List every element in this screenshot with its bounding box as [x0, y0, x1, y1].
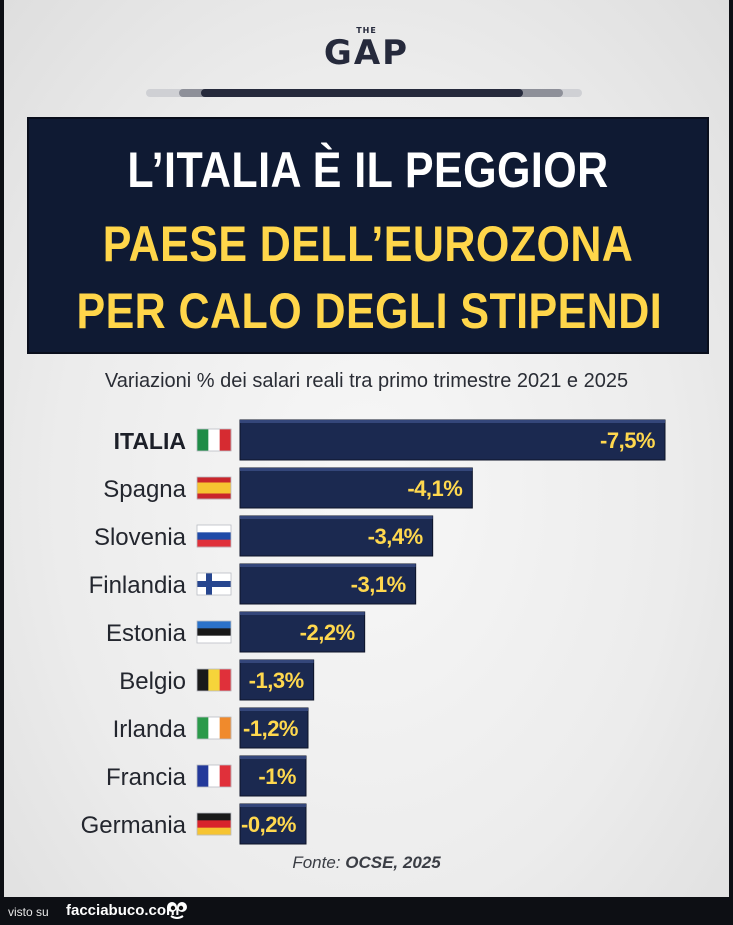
brand-logo-name: GAP [323, 33, 410, 73]
chart-subtitle: Variazioni % dei salari reali tra primo … [104, 370, 629, 392]
bar-value-label: -4,1% [407, 476, 462, 501]
bar-highlight-irlanda [240, 708, 308, 711]
flag-spain-icon [196, 476, 232, 500]
brand-rule-bar [201, 89, 523, 97]
bar-chart: -7,5% ITALIA -4,1% Spagna -3,4% Slovenia -3,1%… [81, 419, 666, 845]
flag-estonia-icon [196, 620, 232, 644]
bar-finlandia [239, 563, 417, 605]
flag-finland-icon [196, 572, 232, 596]
category-label-belgio: Belgio [119, 668, 186, 695]
flag-italy-icon [196, 428, 232, 452]
bar-highlight-italia [240, 420, 665, 423]
category-label-italia: ITALIA [114, 428, 186, 454]
bar-value-label: -2,2% [300, 620, 355, 645]
category-label-slovenia: Slovenia [94, 524, 187, 551]
flag-belgium-icon [196, 668, 232, 692]
bar-highlight-slovenia [240, 516, 433, 519]
flag-slovenia-icon [196, 524, 232, 548]
watermark-prefix: visto su [8, 905, 49, 919]
flag-france-icon [196, 764, 232, 788]
source-name: OCSE, 2025 [345, 853, 441, 872]
category-label-finlandia: Finlandia [89, 572, 187, 599]
flag-germany-icon [196, 812, 232, 836]
bar-irlanda [239, 707, 309, 749]
source-credit: Fonte: OCSE, 2025 [4, 853, 729, 873]
bar-highlight-germania [240, 804, 306, 807]
brand-logo: THE GAP [4, 26, 729, 71]
headline-line-1: L’ITALIA È IL PEGGIOR [127, 142, 609, 198]
bar-belgio [239, 659, 315, 701]
bar-value-label: -3,1% [351, 572, 406, 597]
bar-slovenia [239, 515, 434, 557]
headline-line-3: PER CALO DEGLI STIPENDI [76, 283, 663, 339]
bar-italia [239, 419, 666, 461]
bar-highlight-spagna [240, 468, 473, 471]
watermark-face-icon [167, 902, 187, 919]
category-label-germania: Germania [81, 812, 187, 839]
bar-value-label: -1% [258, 764, 296, 789]
headline-line-2: PAESE DELL’EUROZONA [102, 216, 634, 272]
bar-value-label: -1,2% [243, 716, 298, 741]
bar-highlight-francia [240, 756, 306, 759]
bar-highlight-finlandia [240, 564, 416, 567]
infographic-card: THE GAP L’ITALIA È IL PEGGIOR PAESE DELL… [4, 0, 729, 897]
source-prefix: Fonte: [292, 853, 346, 872]
watermark-site[interactable]: facciabuco.com [66, 902, 180, 919]
bar-value-label: -3,4% [368, 524, 423, 549]
category-label-irlanda: Irlanda [113, 716, 187, 743]
brand-logo-small-text: THE [356, 26, 377, 35]
watermark-bar: visto su facciabuco.com [0, 897, 733, 925]
bar-value-label: -0,2% [241, 812, 296, 837]
bar-value-label: -1,3% [249, 668, 304, 693]
category-label-francia: Francia [106, 764, 187, 791]
bar-highlight-estonia [240, 612, 365, 615]
bar-value-label: -7,5% [600, 428, 655, 453]
headline-box: L’ITALIA È IL PEGGIOR PAESE DELL’EUROZON… [27, 117, 709, 354]
flag-ireland-icon [196, 716, 232, 740]
category-label-estonia: Estonia [106, 620, 187, 647]
bar-germania [239, 803, 307, 845]
category-label-spagna: Spagna [103, 476, 186, 503]
bar-highlight-belgio [240, 660, 314, 663]
bar-estonia [239, 611, 366, 653]
